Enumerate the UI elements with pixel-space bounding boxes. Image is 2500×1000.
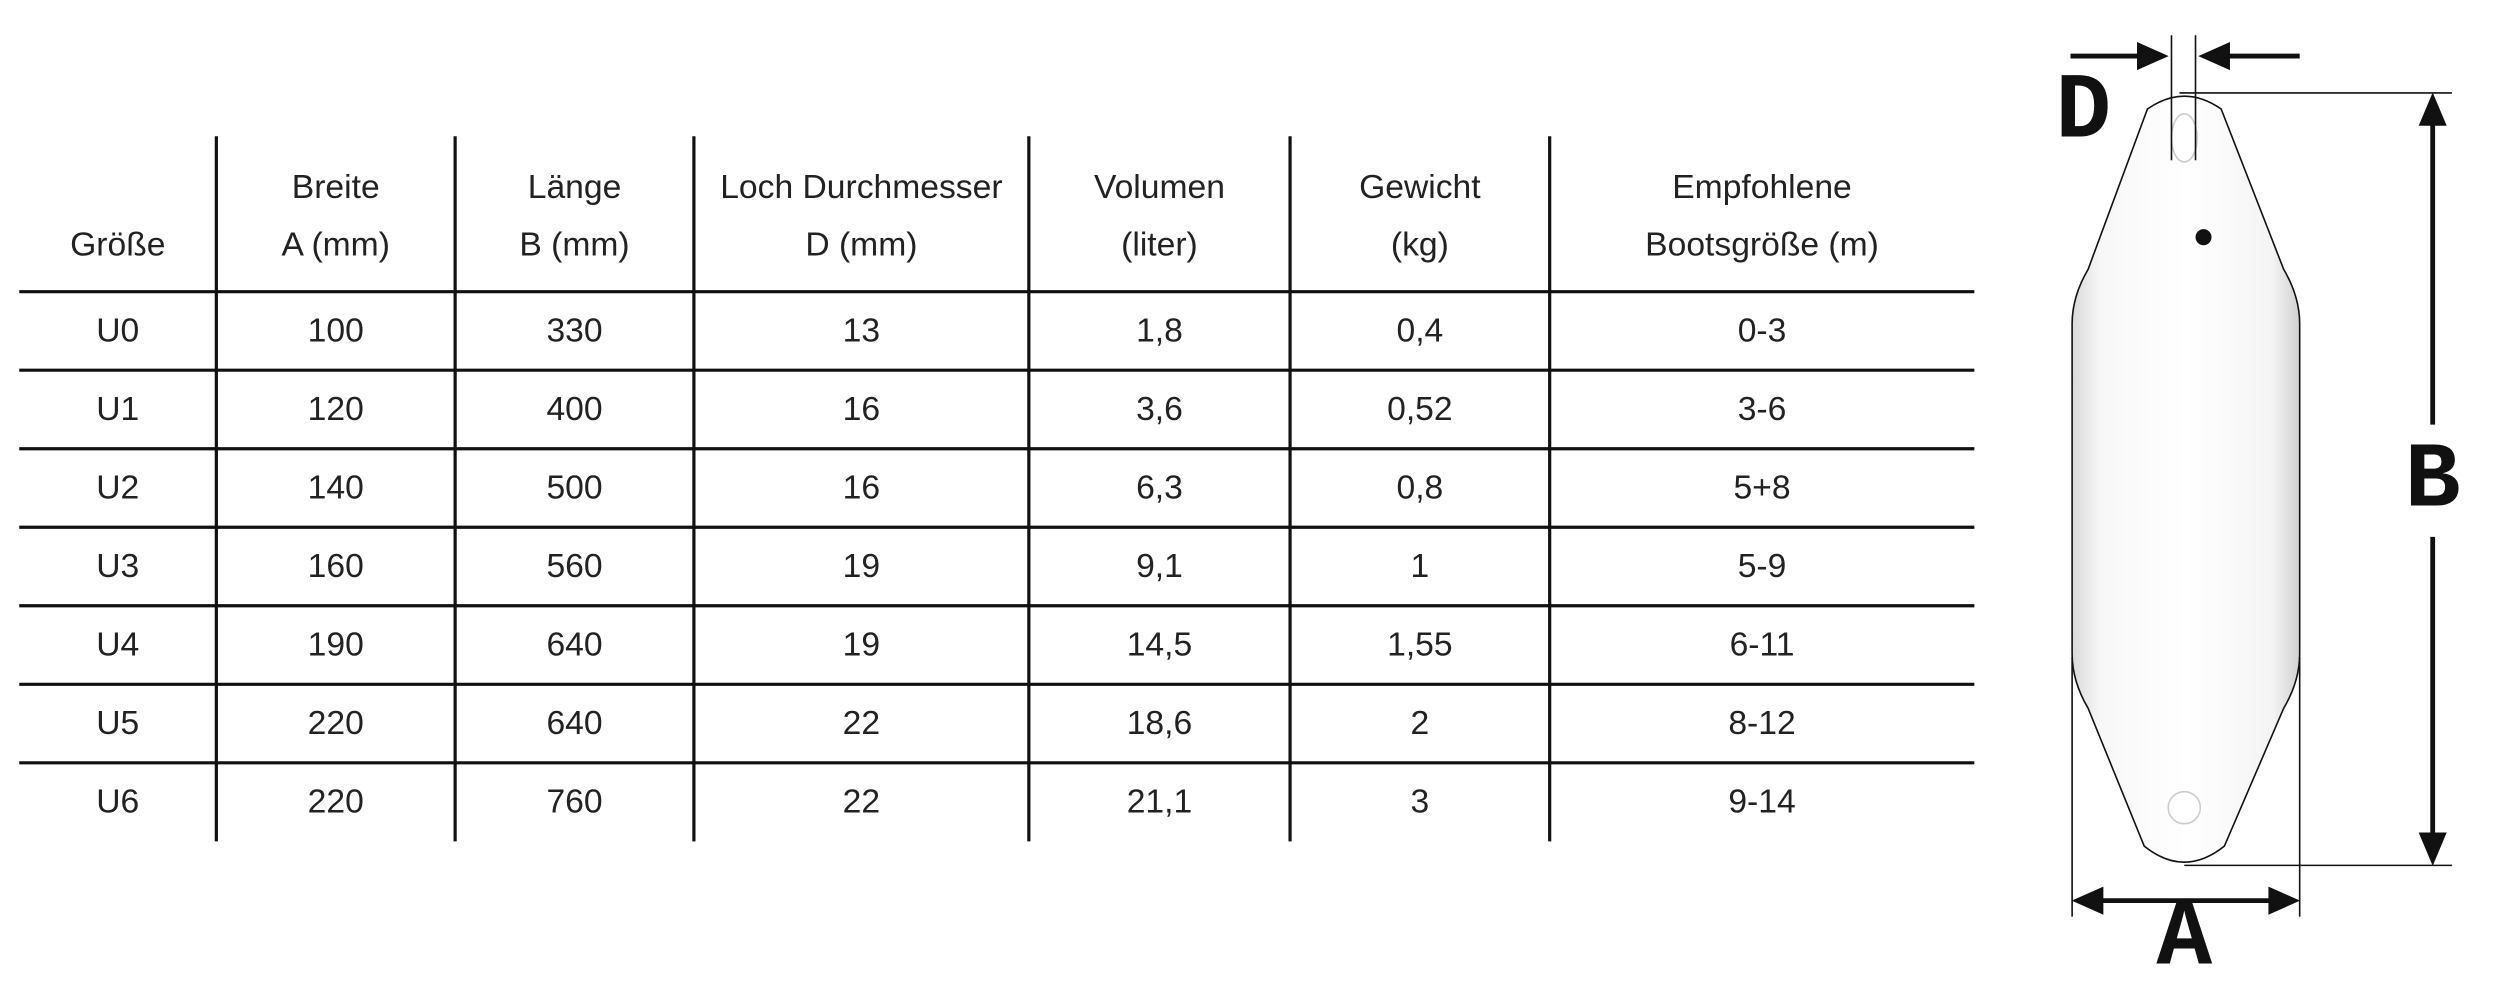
arrow-head — [2418, 92, 2447, 126]
cell: 3,6 — [1136, 391, 1183, 428]
cell: 0,4 — [1396, 312, 1443, 349]
header-cell: B (mm) — [519, 227, 629, 264]
arrow-head — [2418, 832, 2447, 866]
cell: 760 — [546, 784, 602, 821]
cell: 1 — [1411, 548, 1430, 585]
cell: 22 — [843, 784, 880, 821]
cell: 1,8 — [1136, 312, 1183, 349]
header-cell: D (mm) — [805, 227, 917, 264]
cell: 9-14 — [1728, 784, 1795, 821]
cell: 6-11 — [1730, 627, 1795, 664]
header-cell: Gewicht — [1359, 169, 1481, 206]
arrow-head — [2268, 886, 2301, 915]
cell: 5-9 — [1738, 548, 1787, 585]
header-cell: Loch Durchmesser — [720, 169, 1002, 206]
cell: U2 — [96, 469, 139, 506]
cell: 22 — [843, 705, 880, 742]
cell: U1 — [96, 391, 139, 428]
label-a: A — [2156, 887, 2212, 992]
valve — [2195, 229, 2212, 246]
cell: 16 — [843, 391, 880, 428]
arrow-head — [2071, 886, 2104, 915]
cell: 500 — [546, 469, 602, 506]
label-b: B — [2405, 428, 2461, 533]
cell: 140 — [308, 469, 364, 506]
cell: 5+8 — [1733, 469, 1790, 506]
header-cell: A (mm) — [282, 227, 390, 264]
cell: 0-3 — [1738, 312, 1787, 349]
cell: 9,1 — [1136, 548, 1183, 585]
cell: U4 — [96, 627, 139, 664]
header-cell: Empfohlene — [1672, 169, 1852, 206]
cell: 6,3 — [1136, 469, 1183, 506]
arrow-head — [2137, 42, 2169, 71]
top-hole — [2170, 112, 2198, 163]
cell: 0,52 — [1387, 391, 1452, 428]
fender-diagram: D B A — [2055, 35, 2461, 992]
cell: 13 — [843, 312, 880, 349]
cell: 16 — [843, 469, 880, 506]
cell: 190 — [308, 627, 364, 664]
cell: 160 — [308, 548, 364, 585]
cell: 19 — [843, 548, 880, 585]
cell: 400 — [546, 391, 602, 428]
cell: U5 — [96, 705, 139, 742]
cell: 1,55 — [1387, 627, 1452, 664]
bottom-hole — [2167, 790, 2202, 825]
arrow-head — [2198, 42, 2230, 71]
header-cell: (liter) — [1121, 227, 1198, 264]
cell: 220 — [308, 784, 364, 821]
cell: U6 — [96, 784, 139, 821]
cell: 3-6 — [1738, 391, 1787, 428]
header-cell: Breite — [292, 169, 380, 206]
cell: 120 — [308, 391, 364, 428]
cell: 3 — [1411, 784, 1430, 821]
header-cell: Größe — [70, 227, 165, 264]
header-cell: Bootsgröße (m) — [1645, 227, 1879, 264]
header-cell: Länge — [528, 169, 622, 206]
cell: 0,8 — [1396, 469, 1443, 506]
spec-table: Größe Breite A (mm) Länge B (mm) Loch Durchme… — [19, 136, 1975, 842]
cell: 21,1 — [1127, 784, 1192, 821]
cell: U0 — [96, 312, 139, 349]
cell: 640 — [546, 705, 602, 742]
cell: 100 — [308, 312, 364, 349]
label-d: D — [2055, 60, 2111, 165]
cell: 14,5 — [1127, 627, 1192, 664]
cell: 220 — [308, 705, 364, 742]
cell: 330 — [546, 312, 602, 349]
header-cell: Volumen — [1094, 169, 1225, 206]
cell: 2 — [1411, 705, 1430, 742]
cell: 560 — [546, 548, 602, 585]
cell: U3 — [96, 548, 139, 585]
fender-body — [2071, 95, 2301, 863]
cell: 18,6 — [1127, 705, 1192, 742]
header-cell: (kg) — [1391, 227, 1449, 264]
cell: 8-12 — [1728, 705, 1795, 742]
cell: 19 — [843, 627, 880, 664]
cell: 640 — [546, 627, 602, 664]
